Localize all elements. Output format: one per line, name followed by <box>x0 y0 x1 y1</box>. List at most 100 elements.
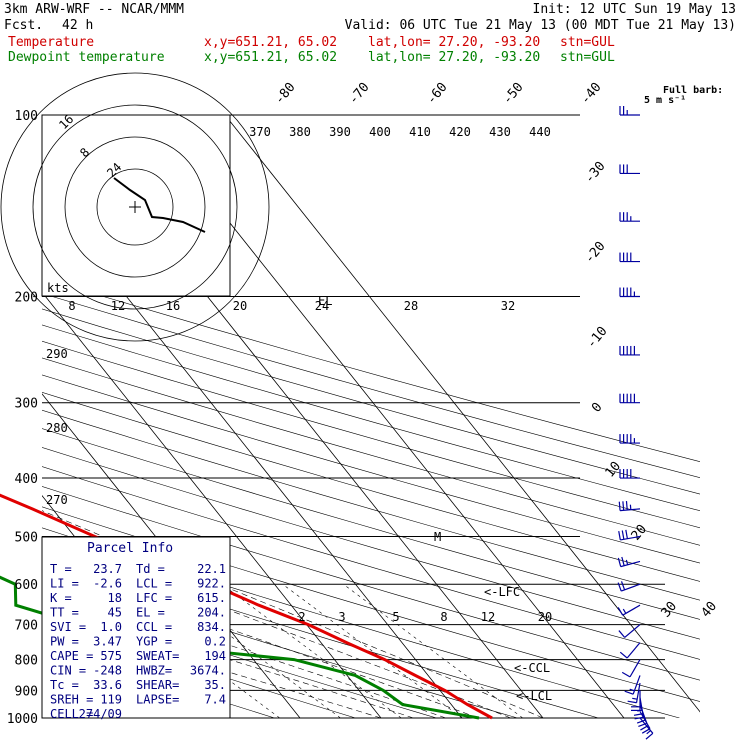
isotherm-label: 10 <box>603 459 625 481</box>
theta-label: 420 <box>449 125 471 139</box>
profile-layer <box>0 493 493 720</box>
parcel-key: EL = <box>136 606 165 620</box>
parcel-key: LAPSE= <box>136 693 179 707</box>
wind-barb-flag <box>617 557 622 567</box>
dewpoint-stn: stn=GUL <box>560 50 615 65</box>
parcel-value: 7.4 <box>204 693 226 707</box>
parcel-value: 22.1 <box>197 562 226 576</box>
parcel-key: LFC = <box>136 591 172 605</box>
parcel-key: T = <box>50 562 72 576</box>
theta-label: 380 <box>289 125 311 139</box>
hodograph-label: 24 <box>315 299 329 313</box>
parcel-key: PW = <box>50 635 79 649</box>
level-marker: M <box>434 530 441 544</box>
dry-adiabat <box>42 308 700 495</box>
parcel-value: 834. <box>197 620 226 634</box>
isotherm-label: -60 <box>424 80 451 108</box>
hodograph-label: 28 <box>404 299 418 313</box>
theta-label: 430 <box>489 125 511 139</box>
wind-barb-flag <box>640 725 649 731</box>
isobar-label: 400 <box>15 472 38 487</box>
isotherm-label: -40 <box>578 80 605 108</box>
wind-barb-flag <box>641 728 651 734</box>
mixing-ratio-line <box>221 583 402 718</box>
level-marker: EL <box>318 294 332 308</box>
wind-barb-staff <box>621 583 641 592</box>
isobar-label: 500 <box>15 530 38 545</box>
wind-barb-flag <box>622 608 627 614</box>
parcel-value: 45 <box>108 606 122 620</box>
dry-adiabat <box>42 466 700 660</box>
wind-barb-staff <box>620 560 641 568</box>
wind-barb-flag <box>625 500 628 511</box>
theta-label: 400 <box>369 125 391 139</box>
dry-adiabat <box>42 293 700 478</box>
mixing-ratio-line <box>100 583 280 718</box>
hodograph-label: 32 <box>501 299 515 313</box>
level-marker: <-CCL <box>514 661 550 675</box>
wind-barb-flag <box>627 700 637 704</box>
isotherm-label: 40 <box>699 599 721 621</box>
parcel-value: 33.6 <box>93 678 122 692</box>
theta-label: 440 <box>529 125 551 139</box>
isobar-label: 300 <box>15 397 38 412</box>
parcel-value: 204. <box>197 606 226 620</box>
wind-barb-flag <box>621 556 625 566</box>
dry-adiabat <box>42 571 518 718</box>
dry-adiabat <box>42 409 700 601</box>
moist-adiabat <box>42 601 414 718</box>
dry-adiabat <box>42 340 700 529</box>
parcel-key: TT = <box>50 606 79 620</box>
hodograph-ring <box>96 168 174 246</box>
dry-adiabat <box>42 486 700 681</box>
temperature-stn: stn=GUL <box>560 35 615 50</box>
wind-barb-staff <box>639 717 654 734</box>
mixing-ratio-label: 5 <box>392 610 399 624</box>
model-title: 3km ARW-WRF -- NCAR/MMM <box>4 2 185 17</box>
isotherm-line <box>224 115 700 713</box>
parcel-key: Tc = <box>50 678 79 692</box>
level-marker: <-LCL <box>516 689 552 703</box>
parcel-value: 274/09 <box>79 707 122 721</box>
isotherm-label: 20 <box>629 522 651 544</box>
wind-barb-staff <box>624 624 641 638</box>
forecast-label: Fcst. <box>4 18 44 33</box>
dry-adiabat <box>42 277 700 463</box>
parcel-key: CIN = <box>50 664 86 678</box>
hodograph-trace <box>113 177 206 233</box>
isobar-label: 200 <box>15 291 38 306</box>
isotherm-label: 30 <box>659 599 681 621</box>
mixing-ratio-line <box>160 583 341 718</box>
isotherm-label: -30 <box>582 159 609 187</box>
parcel-key: SWEAT= <box>136 649 179 663</box>
wind-barb-flag <box>632 697 638 700</box>
parcel-value: -248 <box>93 664 122 678</box>
hodograph-label: 16 <box>166 299 180 313</box>
parcel-value: 922. <box>197 577 226 591</box>
wind-barb-flag <box>619 651 628 659</box>
parcel-value: -2.6 <box>93 577 122 591</box>
barb-legend-line2: 5 m s⁻¹ <box>644 95 686 106</box>
valid-time: Valid: 06 UTC Tue 21 May 13 (00 MDT Tue … <box>344 18 736 33</box>
theta-left-label: 290 <box>46 347 68 361</box>
wind-barb-flag <box>646 730 651 735</box>
wind-barb-flag <box>617 582 622 592</box>
parcel-key: LI = <box>50 577 79 591</box>
wind-barb-flag <box>629 688 635 692</box>
parcel-value: 1.0 <box>100 620 122 634</box>
parcel-value: 194 <box>204 649 226 663</box>
isobar-label: 600 <box>15 578 38 593</box>
hodograph-label: kts <box>47 281 69 295</box>
parcel-value: 3674. <box>190 664 226 678</box>
dry-adiabat <box>42 428 700 620</box>
wind-barb-flag <box>625 559 629 565</box>
parcel-value: 119 <box>100 693 122 707</box>
forecast-hour: 42 h <box>62 18 94 33</box>
parcel-value: 3.47 <box>93 635 122 649</box>
init-time: Init: 12 UTC Sun 19 May 13 <box>532 2 737 17</box>
mixing-ratio-line <box>343 583 523 718</box>
isotherm-label: 0 <box>589 400 606 416</box>
parcel-key: CCL = <box>136 620 172 634</box>
mixing-ratio-label: 20 <box>538 610 552 624</box>
